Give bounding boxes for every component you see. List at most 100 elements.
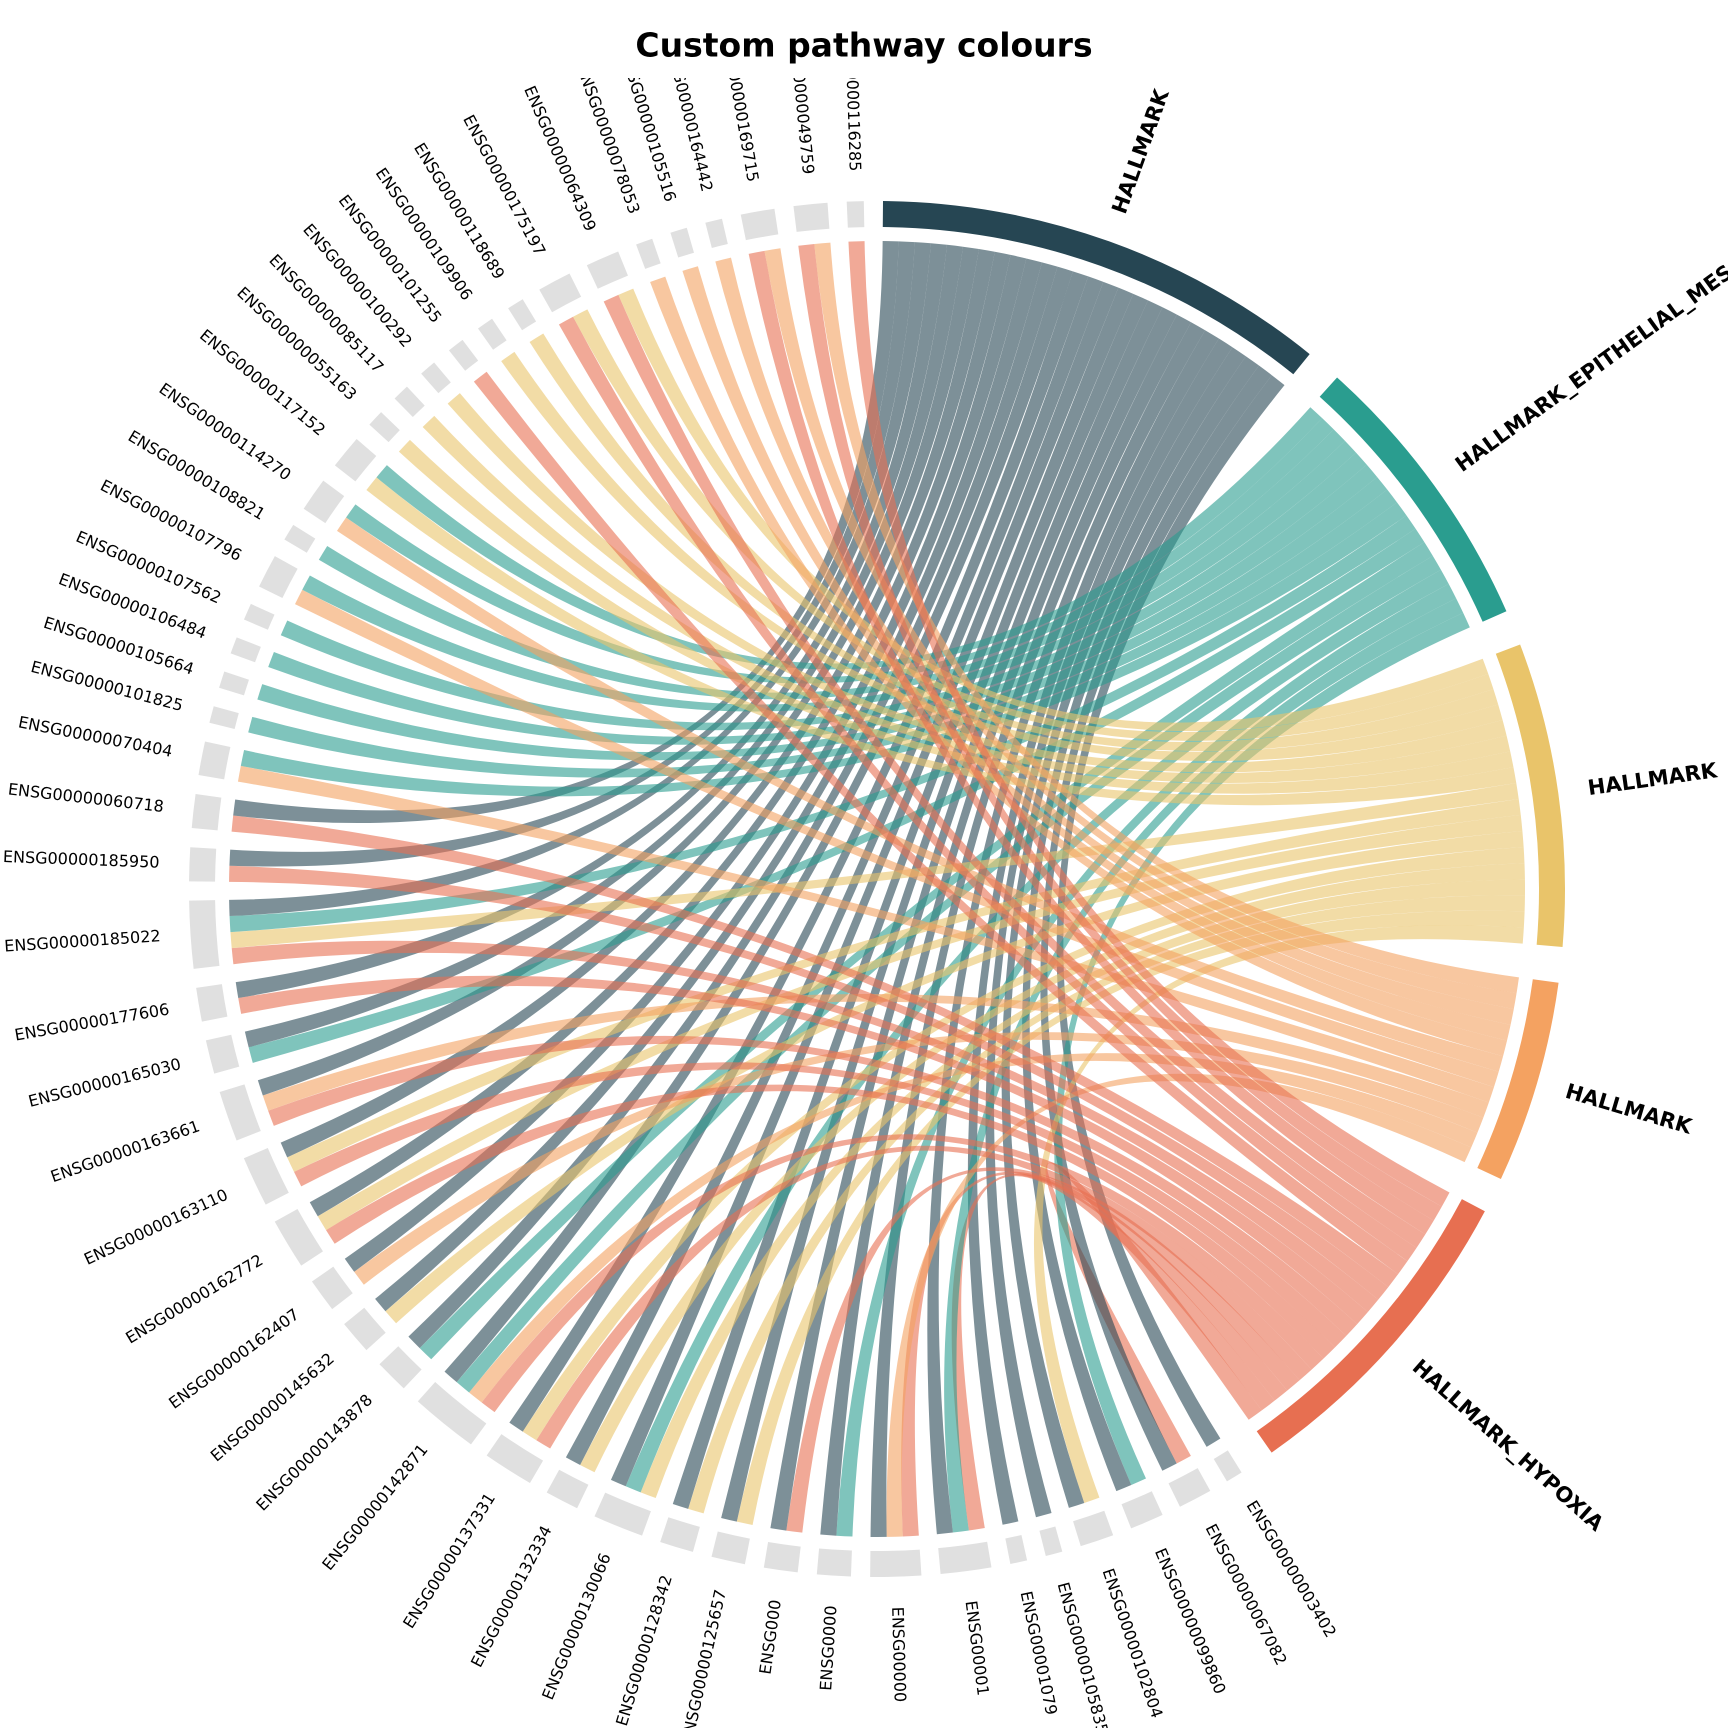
gene-arc — [189, 847, 217, 882]
gene-arc — [636, 238, 661, 269]
gene-label: ENSG00000070404 — [17, 712, 174, 760]
gene-label: ENSG00000185022 — [4, 926, 162, 955]
gene-arc — [303, 480, 345, 524]
gene-label: ENSG00000165030 — [26, 1054, 183, 1111]
pathway-label: HALLMARK — [1563, 1079, 1695, 1139]
pathway-label: HALLMARK — [1107, 86, 1174, 217]
gene-arc — [1121, 1491, 1163, 1529]
gene-arc — [711, 1531, 750, 1565]
gene-arc — [846, 201, 865, 228]
pathway-label: HALLMARK_EPITHELIAL_MES — [1451, 260, 1728, 477]
gene-arc — [334, 438, 377, 482]
chord — [248, 489, 1397, 778]
gene-label: ENSG00000116285 — [841, 14, 865, 171]
gene-label: ENSG00000162772 — [122, 1250, 266, 1347]
chord — [237, 765, 1494, 1103]
gene-label: ENSG00000163110 — [81, 1185, 231, 1269]
gene-label: ENSG00000109906 — [372, 164, 477, 304]
gene-arc — [938, 1541, 992, 1575]
gene-arc — [205, 1034, 240, 1074]
gene-arc — [219, 671, 249, 696]
gene-arc — [763, 1541, 801, 1573]
chord — [240, 502, 1407, 797]
chord — [481, 1134, 1324, 1413]
gene-arc — [870, 1549, 922, 1578]
chart-title: Custom pathway colours — [635, 26, 1092, 65]
gene-label: ENSG00000 — [888, 1606, 910, 1702]
chord — [565, 276, 1104, 1465]
gene-arc — [546, 1469, 589, 1509]
pathway-label: HALLMARK — [1586, 758, 1719, 800]
gene-label: ENSG00000060718 — [7, 779, 165, 816]
gene-arc — [198, 741, 231, 780]
gene-arc — [379, 1346, 422, 1389]
gene-arc — [1213, 1450, 1242, 1482]
gene-arc — [793, 202, 830, 232]
gene-arc — [311, 1266, 353, 1310]
gene-arc — [284, 524, 316, 553]
gene-label: ENSG00000102804 — [1099, 1566, 1167, 1720]
chord — [721, 293, 1148, 1522]
gene-label: ENSG00000185950 — [3, 847, 160, 872]
gene-arc — [508, 299, 537, 331]
gene-label: ENSG00000130066 — [538, 1550, 615, 1702]
gene-arc — [219, 1084, 261, 1141]
pathway-arc — [1319, 377, 1507, 622]
gene-arc — [243, 1148, 289, 1205]
chord — [422, 415, 1511, 783]
gene-arc — [344, 1307, 386, 1351]
chord — [618, 288, 1489, 732]
gene-arc — [230, 637, 261, 663]
gene-arc — [486, 1434, 544, 1484]
gene-label: ENSG00000132334 — [467, 1522, 556, 1670]
gene-arc — [196, 984, 228, 1022]
chord — [1045, 1162, 1262, 1464]
chord — [640, 879, 1526, 1499]
chord — [610, 281, 1119, 1487]
gene-arc — [243, 603, 275, 630]
chord — [967, 330, 1219, 1525]
gene-arc — [189, 900, 220, 969]
gene-label: ENSG0000 — [816, 1605, 840, 1691]
plot-area: HALLMARK HALLMARK_EPITHELIAL_MES HALLMARK H… — [3, 14, 1728, 1728]
pathway-arc — [1495, 644, 1565, 947]
gene-label: ENSG00000128342 — [612, 1573, 676, 1728]
gene-label: ENSG00000101255 — [335, 191, 446, 326]
chord — [848, 241, 1450, 1207]
gene-label: ENSG00000177606 — [13, 999, 171, 1044]
gene-arc — [670, 227, 694, 258]
gene-arc — [740, 208, 779, 241]
chord — [786, 1167, 1300, 1533]
chord — [672, 287, 1134, 1509]
gene-arc — [478, 318, 507, 350]
gene-arc — [369, 412, 400, 443]
pathway-arc — [882, 201, 1310, 375]
gene-arc — [660, 1517, 700, 1552]
gene-arc — [539, 273, 582, 313]
gene-arc — [1039, 1526, 1063, 1556]
gene-arc — [1168, 1468, 1211, 1507]
gene-arc — [1005, 1535, 1028, 1564]
pathway-arc — [1256, 1199, 1485, 1453]
gene-label: ENSG00000125657 — [678, 1588, 730, 1728]
gene-label: ENSG00001079 — [1017, 1589, 1062, 1716]
gene-label: ENSG00000105835 — [1054, 1580, 1113, 1728]
gene-label: ENSG00001 — [962, 1600, 993, 1697]
gene-label: ENSG00000142871 — [318, 1440, 431, 1574]
gene-arc — [816, 1548, 852, 1577]
gene-label: ENSG000 — [756, 1598, 785, 1675]
chord — [398, 439, 1514, 794]
pathway-arc — [1477, 979, 1559, 1179]
gene-arc — [259, 556, 298, 598]
gene-label: ENSG00000099860 — [1151, 1545, 1230, 1697]
gene-arc — [586, 251, 628, 289]
gene-arc — [705, 218, 728, 248]
gene-arc — [191, 794, 222, 831]
gene-label: ENSG00000163661 — [48, 1116, 202, 1186]
gene-arc — [394, 386, 425, 417]
pathway-label: HALLMARK_HYPOXIA — [1408, 1355, 1609, 1537]
gene-arc — [594, 1492, 651, 1536]
gene-label: ENSG00000137331 — [399, 1489, 499, 1631]
